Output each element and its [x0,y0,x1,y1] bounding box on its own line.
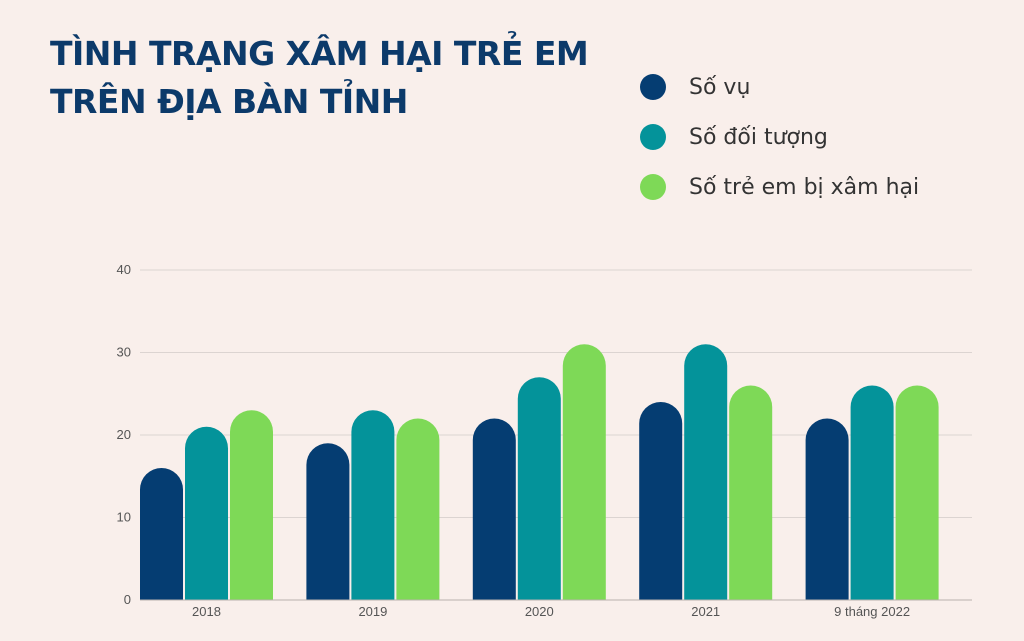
x-tick-label-3: 2021 [691,604,720,619]
legend-swatch-so-vu [640,74,666,100]
y-tick-label-20: 20 [117,427,131,442]
y-tick-label-30: 30 [117,345,131,360]
bar-1-1 [351,410,395,600]
legend-label-so-tre-em: Số trẻ em bị xâm hại [689,174,920,200]
x-tick-label-2: 2020 [525,604,554,619]
bar-4-2 [895,385,939,600]
bar-0-2 [230,410,273,600]
legend-item-so-doi-tuong: Số đối tượng [640,112,919,162]
x-tick-label-4: 9 tháng 2022 [834,604,910,619]
bar-3-0 [639,402,683,600]
legend-label-so-doi-tuong: Số đối tượng [689,124,828,150]
y-tick-label-40: 40 [117,262,131,277]
bar-0-0 [140,468,183,600]
chart-title-line-2: TRÊN ĐỊA BÀN TỈNH [50,82,408,121]
bar-3-2 [729,385,773,600]
bar-3-1 [684,344,728,600]
bar-2-1 [517,377,561,600]
legend-swatch-so-doi-tuong [640,124,666,150]
legend-item-so-tre-em: Số trẻ em bị xâm hại [640,162,919,212]
bar-4-0 [805,418,849,600]
legend-swatch-so-tre-em [640,174,666,200]
chart-title: TÌNH TRẠNG XÂM HẠI TRẺ EM TRÊN ĐỊA BÀN T… [50,30,589,126]
chart-title-line-1: TÌNH TRẠNG XÂM HẠI TRẺ EM [50,34,589,73]
legend-label-so-vu: Số vụ [689,74,751,100]
y-tick-label-10: 10 [117,510,131,525]
x-tick-label-0: 2018 [192,604,221,619]
bar-2-0 [472,418,516,600]
x-tick-label-1: 2019 [358,604,387,619]
legend-item-so-vu: Số vụ [640,62,919,112]
bar-1-2 [396,418,440,600]
legend: Số vụ Số đối tượng Số trẻ em bị xâm hại [640,62,919,212]
bar-1-0 [306,443,350,600]
bar-2-2 [562,344,606,600]
bar-0-1 [185,426,228,600]
y-tick-label-0: 0 [124,592,131,607]
bar-4-1 [850,385,894,600]
